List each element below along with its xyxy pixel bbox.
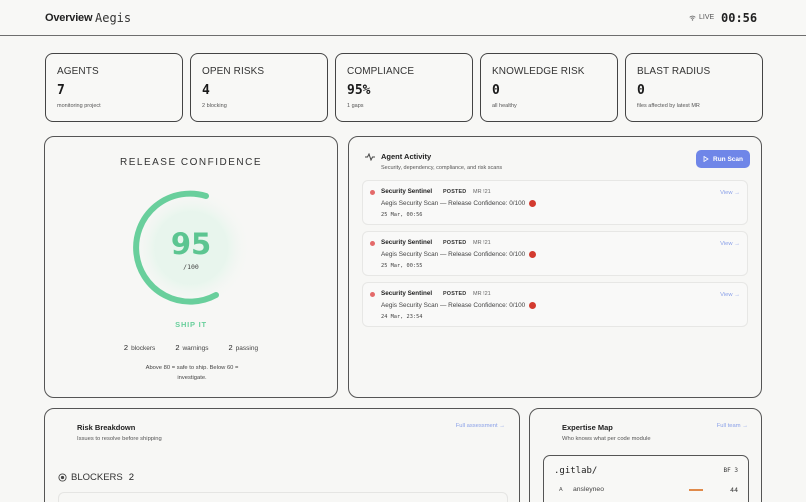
stat-card-open-risks[interactable]: OPEN RISKS 4 2 blocking	[190, 53, 328, 122]
view-link[interactable]: View →	[720, 190, 740, 196]
stat-value: 0	[637, 83, 645, 98]
stat-label: KNOWLEDGE RISK	[492, 66, 585, 77]
stat-label: BLAST RADIUS	[637, 66, 711, 77]
clock: 00:56	[721, 11, 758, 25]
activity-message: Aegis Security Scan — Release Confidence…	[381, 200, 537, 207]
run-scan-button[interactable]: Run Scan	[696, 150, 750, 168]
stat-sub: 2 blocking	[202, 103, 227, 109]
stat-sub: all healthy	[492, 103, 517, 109]
agent-name: Security Sentinel	[381, 290, 433, 297]
stat-value: 95%	[347, 83, 371, 98]
status-dot	[370, 190, 375, 195]
full-team-link[interactable]: Full team →	[716, 423, 748, 429]
activity-item[interactable]: Security Sentinel POSTED MR !21 Aegis Se…	[362, 180, 748, 225]
module-path: .gitlab/	[554, 466, 598, 476]
stat-label: COMPLIANCE	[347, 66, 415, 77]
stat-value: 4	[202, 83, 210, 98]
status-badge: POSTED	[443, 239, 467, 246]
status-dot	[370, 292, 375, 297]
expert-name: ansleyneo	[573, 486, 604, 493]
activity-item[interactable]: Security Sentinel POSTED MR !21 Aegis Se…	[362, 231, 748, 276]
status-badge: POSTED	[443, 290, 467, 297]
live-label: LIVE	[699, 14, 715, 21]
ownership-bar	[689, 489, 703, 491]
stat-value: 7	[57, 83, 65, 98]
play-icon	[703, 156, 709, 162]
status-badge: POSTED	[443, 188, 467, 195]
activity-message: Aegis Security Scan — Release Confidence…	[381, 302, 537, 309]
warnings-count: 2 warnings	[175, 343, 209, 352]
activity-message: Aegis Security Scan — Release Confidence…	[381, 251, 537, 258]
merge-request-ref[interactable]: MR !21	[473, 188, 491, 195]
blockers-section-header[interactable]: BLOCKERS 2	[58, 472, 134, 483]
view-link[interactable]: View →	[720, 292, 740, 298]
full-assessment-link[interactable]: Full assessment →	[455, 423, 505, 429]
live-indicator: LIVE	[689, 14, 714, 21]
merge-request-ref[interactable]: MR !21	[473, 290, 491, 297]
blockers-label: BLOCKERS	[71, 472, 123, 483]
agent-activity-panel: Agent Activity Security, dependency, com…	[348, 136, 762, 398]
score-max: /100	[183, 263, 199, 271]
avatar: A	[559, 487, 563, 493]
stat-label: OPEN RISKS	[202, 66, 265, 77]
blockers-count: 2	[128, 472, 135, 483]
red-circle-icon	[529, 200, 537, 207]
bus-factor: BF 3	[723, 467, 738, 474]
stat-card-knowledge-risk[interactable]: KNOWLEDGE RISK 0 all healthy	[480, 53, 618, 122]
threshold-note: Above 80 = safe to ship. Below 60 = inve…	[145, 365, 239, 381]
risk-breakdown-panel: Risk Breakdown Issues to resolve before …	[44, 408, 520, 502]
confidence-gauge	[131, 188, 251, 308]
stat-card-agents[interactable]: AGENTS 7 monitoring project	[45, 53, 183, 122]
stat-sub: monitoring project	[57, 103, 101, 109]
check-counts: 2 blockers 2 warnings 2 passing	[45, 343, 337, 352]
confidence-score: 95	[170, 227, 212, 261]
release-confidence-panel: RELEASE CONFIDENCE 95 /100 SHIP IT 2 bloc…	[44, 136, 338, 398]
agent-name: Security Sentinel	[381, 239, 433, 246]
panel-title: Agent Activity	[381, 152, 432, 161]
x-circle-icon	[58, 473, 67, 482]
panel-heading: RELEASE CONFIDENCE	[119, 157, 263, 168]
agent-name: Security Sentinel	[381, 188, 433, 195]
panel-title: Risk Breakdown	[77, 423, 136, 432]
wifi-icon	[689, 15, 696, 21]
timestamp: 25 Mar, 00:55	[381, 263, 423, 269]
view-link[interactable]: View →	[720, 241, 740, 247]
passing-count: 2 passing	[228, 343, 259, 352]
merge-request-ref[interactable]: MR !21	[473, 239, 491, 246]
verdict-label: SHIP IT	[175, 320, 207, 329]
top-bar: Overview Aegis LIVE 00:56	[0, 0, 806, 36]
ownership-value: 44	[730, 486, 738, 494]
timestamp: 24 Mar, 23:54	[381, 314, 423, 320]
module-card[interactable]: .gitlab/ BF 3 A ansleyneo 44	[543, 455, 749, 502]
activity-item[interactable]: Security Sentinel POSTED MR !21 Aegis Se…	[362, 282, 748, 327]
stat-card-compliance[interactable]: COMPLIANCE 95% 1 gaps	[335, 53, 473, 122]
stat-label: AGENTS	[57, 66, 99, 77]
panel-title: Expertise Map	[562, 423, 613, 432]
status-dot	[370, 241, 375, 246]
blockers-count: 2 blockers	[123, 343, 156, 352]
stat-sub: files affected by latest MR	[637, 103, 700, 109]
expertise-map-panel: Expertise Map Who knows what per code mo…	[529, 408, 762, 502]
blocker-item[interactable]	[58, 492, 508, 502]
project-name: Aegis	[95, 11, 132, 25]
stat-card-blast-radius[interactable]: BLAST RADIUS 0 files affected by latest …	[625, 53, 763, 122]
red-circle-icon	[529, 302, 537, 309]
stat-sub: 1 gaps	[347, 103, 364, 109]
activity-pulse-icon	[365, 153, 375, 161]
timestamp: 25 Mar, 00:56	[381, 212, 423, 218]
expert-row: A ansleyneo 44	[544, 485, 748, 497]
stat-value: 0	[492, 83, 500, 98]
panel-subtitle: Who knows what per code module	[562, 436, 651, 442]
panel-subtitle: Security, dependency, compliance, and ri…	[381, 165, 503, 171]
panel-subtitle: Issues to resolve before shipping	[77, 436, 162, 442]
page-title[interactable]: Overview	[45, 12, 93, 24]
red-circle-icon	[529, 251, 537, 258]
